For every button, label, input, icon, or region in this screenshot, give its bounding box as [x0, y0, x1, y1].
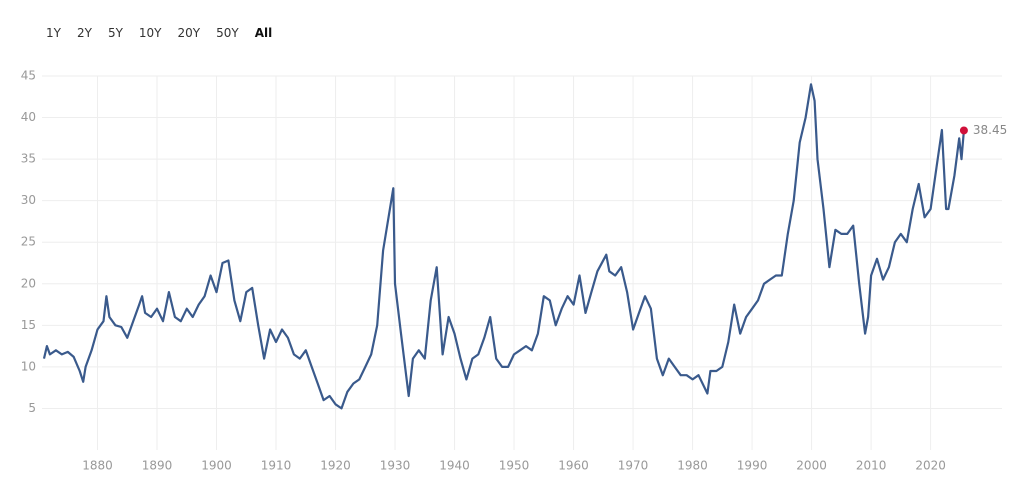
y-tick-label: 40: [21, 110, 36, 124]
y-tick-label: 35: [21, 152, 36, 166]
x-tick-label: 1910: [261, 459, 292, 473]
last-value-label: 38.45: [973, 123, 1007, 137]
range-button[interactable]: 20Y: [177, 26, 201, 40]
x-tick-label: 1920: [320, 459, 351, 473]
y-tick-label: 25: [21, 235, 36, 249]
x-tick-label: 1990: [737, 459, 768, 473]
range-button[interactable]: 1Y: [46, 26, 61, 40]
range-button[interactable]: 2Y: [76, 26, 92, 40]
x-tick-label: 2010: [856, 459, 887, 473]
x-tick-label: 1940: [439, 459, 470, 473]
range-button[interactable]: All: [254, 26, 273, 40]
range-button[interactable]: 50Y: [216, 26, 239, 40]
y-tick-label: 20: [21, 276, 36, 290]
x-tick-label: 1900: [201, 459, 232, 473]
range-button[interactable]: 10Y: [138, 26, 162, 40]
x-tick-label: 2000: [796, 459, 827, 473]
y-tick-label: 5: [28, 401, 36, 415]
y-tick-label: 30: [21, 193, 36, 207]
x-tick-label: 1960: [558, 459, 589, 473]
range-buttons: 1Y 2Y 5Y 10Y 20Y 50Y All: [38, 24, 280, 42]
x-tick-label: 1980: [677, 459, 708, 473]
x-tick-label: 1890: [142, 459, 173, 473]
x-tick-label: 1970: [618, 459, 649, 473]
y-tick-label: 10: [21, 359, 36, 373]
x-tick-label: 1880: [82, 459, 113, 473]
range-button[interactable]: 5Y: [107, 26, 123, 40]
x-tick-label: 2020: [915, 459, 946, 473]
x-tick-label: 1950: [499, 459, 530, 473]
y-tick-label: 15: [21, 318, 36, 332]
last-point: [959, 126, 968, 135]
x-tick-label: 1930: [380, 459, 411, 473]
line: [42, 83, 965, 410]
y-tick-label: 45: [21, 69, 36, 83]
